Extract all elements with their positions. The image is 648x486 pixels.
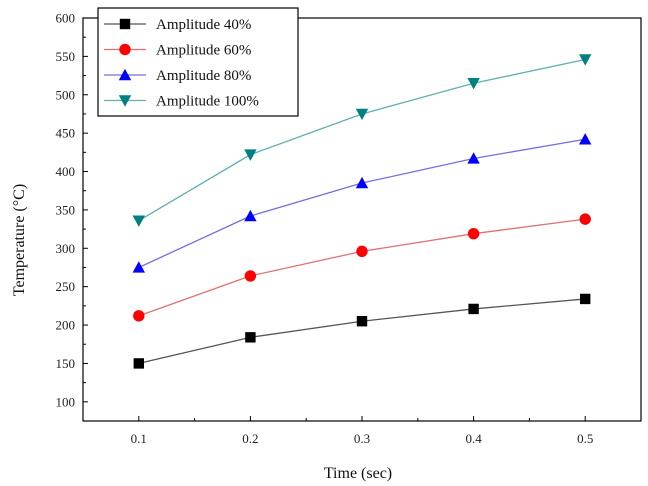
data-point [356, 316, 368, 327]
x-axis-ticks: 0.1 0.2 0.3 0.4 0.5 [82, 416, 642, 446]
y-tick-label: 250 [56, 279, 76, 294]
data-point [132, 261, 145, 273]
legend-marker [118, 68, 132, 81]
data-point [244, 270, 257, 282]
x-tick-label: 0.4 [465, 431, 482, 446]
data-point [355, 176, 369, 189]
data-point [467, 152, 480, 164]
data-point [468, 303, 479, 315]
y-tick-label: 200 [56, 318, 76, 333]
y-tick-label: 150 [56, 356, 76, 371]
data-point [356, 245, 368, 258]
series-layer [132, 54, 592, 369]
x-tick-label: 0.2 [242, 431, 258, 446]
legend-label: Amplitude 40% [156, 17, 251, 33]
y-tick-label: 100 [56, 394, 76, 409]
y-axis-ticks: 100 150 200 250 300 350 400 450 500 550 600 [56, 11, 88, 422]
legend-marker [119, 18, 131, 30]
data-point [355, 108, 369, 121]
series-3 [132, 133, 592, 273]
data-point [579, 54, 592, 66]
legend-item: Amplitude 40% [104, 17, 251, 33]
data-point [579, 133, 592, 145]
y-tick-label: 500 [56, 87, 76, 102]
y-tick-label: 350 [56, 202, 76, 217]
legend-label: Amplitude 80% [156, 68, 251, 84]
series-line [138, 218, 586, 317]
legend-item: Amplitude 100% [104, 94, 259, 110]
data-point [133, 310, 145, 322]
y-tick-label: 600 [56, 11, 76, 26]
data-point [467, 228, 480, 240]
data-point [133, 358, 144, 369]
data-point [579, 213, 591, 225]
series-2 [133, 213, 591, 322]
series-line [138, 298, 586, 365]
x-tick-label: 0.1 [131, 431, 147, 446]
legend-label: Amplitude 60% [156, 43, 251, 59]
y-tick-label: 400 [56, 164, 76, 179]
y-tick-label: 300 [56, 241, 76, 256]
data-point [244, 209, 257, 222]
data-point [132, 215, 145, 227]
data-point [467, 78, 480, 90]
legend-label: Amplitude 100% [156, 94, 259, 110]
legend-item: Amplitude 80% [104, 68, 251, 84]
legend-box [97, 7, 299, 117]
x-tick-label: 0.5 [577, 431, 593, 446]
series-4 [132, 54, 592, 227]
y-axis-title: Temperature (°C) [11, 184, 28, 296]
data-point [245, 332, 256, 343]
legend-item: Amplitude 60% [104, 43, 251, 59]
legend: Amplitude 40% Amplitude 60% Amplitude 80% A… [97, 7, 299, 117]
legend-marker [118, 95, 132, 107]
data-point [580, 293, 591, 305]
x-tick-label: 0.3 [354, 431, 370, 446]
x-axis-title: Time (sec) [324, 465, 392, 482]
data-point [244, 149, 257, 161]
series-1 [133, 293, 591, 369]
y-tick-label: 450 [56, 126, 76, 141]
y-tick-label: 550 [56, 49, 76, 64]
legend-marker [119, 43, 131, 56]
